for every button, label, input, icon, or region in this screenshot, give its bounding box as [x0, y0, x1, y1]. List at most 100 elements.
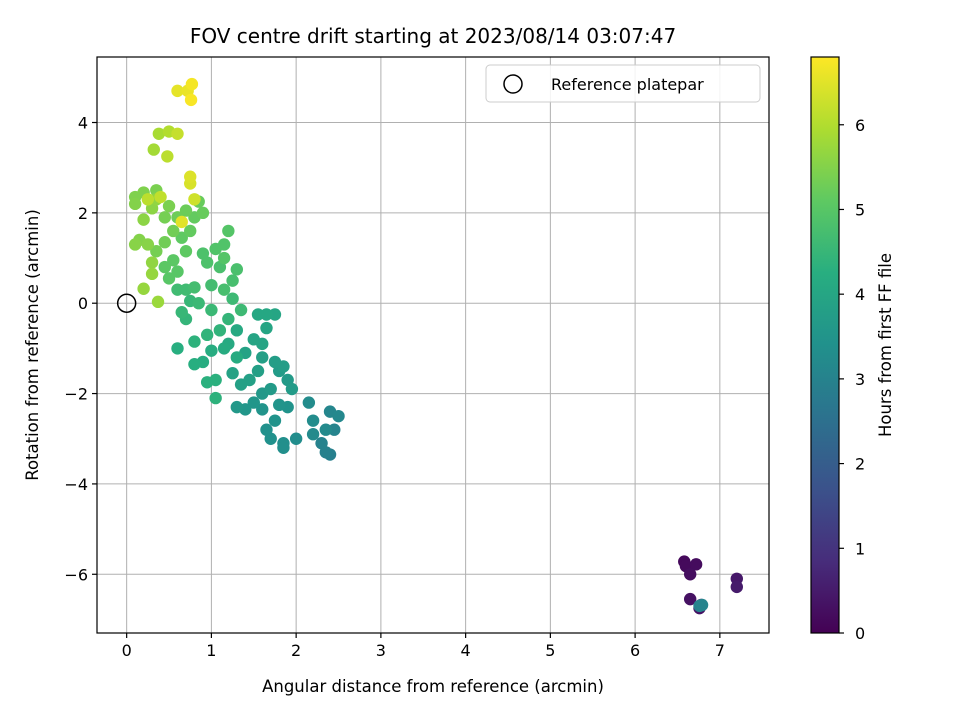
- y-tick-label: 0: [78, 294, 88, 313]
- data-point: [167, 224, 180, 238]
- data-point: [171, 342, 184, 355]
- data-point: [175, 231, 188, 244]
- data-point: [268, 414, 282, 427]
- data-point: [247, 396, 260, 409]
- x-tick-label: 7: [715, 641, 725, 660]
- data-point: [683, 568, 697, 581]
- data-point: [264, 382, 277, 396]
- data-point: [230, 400, 244, 414]
- data-point: [184, 93, 198, 107]
- data-point: [222, 224, 235, 238]
- colorbar-tick-label: 5: [855, 200, 865, 219]
- colorbar-frame: [810, 56, 840, 634]
- data-point: [209, 391, 222, 405]
- data-point: [141, 238, 155, 251]
- data-point: [306, 414, 320, 427]
- legend: Reference platepar: [485, 64, 761, 103]
- data-point: [158, 236, 171, 249]
- data-point: [150, 245, 163, 258]
- y-tick-label: 2: [78, 204, 88, 223]
- data-point: [256, 337, 269, 351]
- data-point: [137, 213, 150, 226]
- data-point: [683, 592, 697, 606]
- data-point: [188, 281, 201, 294]
- data-point: [171, 84, 184, 98]
- data-point: [147, 143, 160, 156]
- x-tick-label: 1: [206, 641, 216, 660]
- data-point: [277, 441, 290, 454]
- data-point: [285, 382, 299, 396]
- data-point: [289, 432, 303, 445]
- data-point: [145, 267, 159, 281]
- data-point: [222, 312, 235, 326]
- data-point: [689, 558, 703, 571]
- data-point: [272, 398, 286, 412]
- data-point: [217, 238, 231, 251]
- data-point: [230, 351, 244, 364]
- data-point: [226, 274, 239, 287]
- data-point: [154, 190, 167, 204]
- data-point: [315, 437, 328, 450]
- colorbar-tick-label: 3: [855, 370, 865, 389]
- legend-marker-icon: [503, 74, 523, 94]
- data-point: [128, 197, 142, 211]
- data-point: [260, 423, 273, 436]
- y-tick-label: 4: [78, 114, 88, 133]
- data-point: [226, 292, 239, 305]
- data-point: [141, 193, 155, 206]
- reference-platepar-marker: [116, 293, 137, 313]
- data-point: [175, 215, 188, 229]
- data-point: [205, 278, 218, 292]
- data-point: [179, 204, 193, 217]
- grid-lines: [97, 57, 769, 633]
- data-point: [256, 351, 269, 364]
- data-point: [167, 254, 180, 267]
- data-point: [145, 256, 159, 269]
- data-point: [260, 308, 273, 321]
- data-point: [128, 238, 142, 251]
- data-point: [234, 303, 248, 317]
- colorbar-label: Hours from first FF file: [876, 253, 895, 437]
- x-tick-label: 5: [545, 641, 555, 660]
- data-point: [234, 378, 248, 391]
- data-point: [158, 260, 171, 274]
- data-point: [158, 211, 171, 224]
- chart-title: FOV centre drift starting at 2023/08/14 …: [190, 24, 676, 48]
- data-points: [128, 77, 743, 615]
- data-point: [188, 193, 201, 206]
- data-point: [256, 403, 269, 416]
- data-point: [137, 282, 150, 295]
- data-point: [319, 423, 333, 436]
- data-point: [226, 367, 239, 380]
- y-tick-label: −4: [64, 475, 88, 494]
- data-point: [268, 355, 282, 369]
- colorbar-tick-label: 0: [855, 624, 865, 643]
- data-point: [185, 77, 199, 91]
- data-point: [171, 283, 184, 296]
- data-point: [179, 245, 193, 258]
- data-point: [306, 428, 320, 441]
- data-point: [209, 373, 222, 387]
- data-point: [213, 324, 227, 337]
- data-point: [730, 580, 743, 594]
- data-point: [171, 127, 184, 140]
- x-tick-label: 6: [630, 641, 640, 660]
- data-point: [175, 306, 188, 319]
- data-point: [184, 224, 197, 238]
- data-point: [328, 423, 341, 436]
- x-tick-label: 2: [291, 641, 301, 660]
- y-axis-ticks: −6 −4 −2 0 2 4: [64, 114, 97, 584]
- colorbar-tick-label: 4: [855, 285, 865, 304]
- data-point: [196, 247, 210, 260]
- data-point: [217, 342, 231, 355]
- data-point: [268, 308, 282, 321]
- legend-box: [485, 64, 761, 103]
- data-point: [205, 303, 218, 317]
- x-tick-label: 3: [376, 641, 386, 660]
- colorbar-tick-label: 2: [855, 455, 865, 474]
- colorbar-tick-label: 1: [855, 539, 865, 558]
- y-axis-label: Rotation from reference (arcmin): [23, 209, 42, 481]
- plot-area-frame: [96, 56, 770, 634]
- colorbar-ticks: 0 1 2 3 4 5 6: [839, 116, 865, 643]
